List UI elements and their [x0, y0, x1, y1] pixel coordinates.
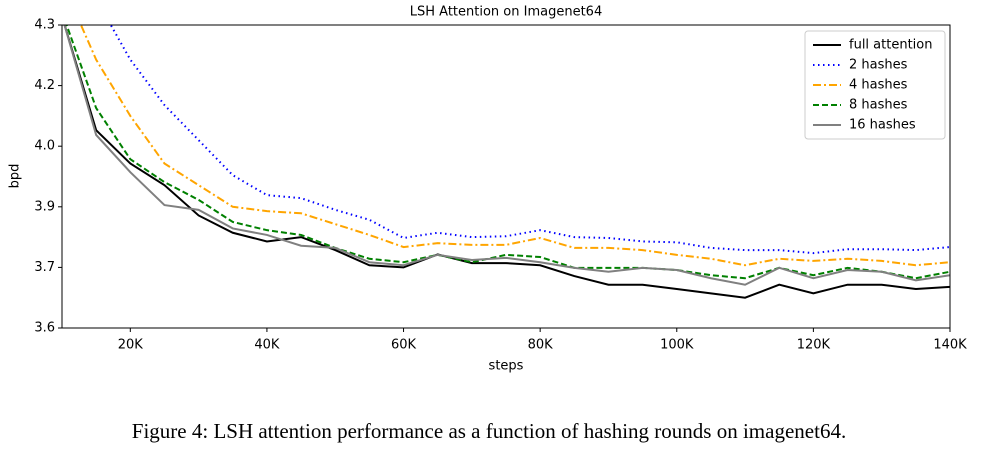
series-line: [79, 25, 950, 267]
y-tick-label: 3.9: [34, 199, 55, 214]
x-tick-label: 100K: [660, 338, 694, 353]
legend-label: full attention: [849, 38, 932, 53]
caption: Figure 4: LSH attention performance as a…: [132, 419, 846, 443]
series-line: [65, 25, 950, 280]
x-tick-label: 140K: [933, 338, 967, 353]
legend-label: 2 hashes: [849, 58, 908, 73]
plot-frame: [61, 24, 951, 329]
y-axis-label: bpd: [8, 164, 23, 189]
x-tick-label: 60K: [391, 338, 417, 353]
x-tick-label: 120K: [797, 338, 831, 353]
legend-label: 8 hashes: [849, 98, 908, 113]
x-axis-label: steps: [489, 359, 524, 374]
plot-area: [63, 25, 950, 299]
y-tick-label: 3.7: [34, 260, 55, 275]
series-line: [63, 25, 950, 299]
legend-label: 4 hashes: [849, 78, 908, 93]
chart-title: LSH Attention on Imagenet64: [410, 5, 602, 20]
series-line: [63, 25, 950, 286]
y-tick-label: 4.2: [34, 78, 55, 93]
y-tick-label: 4.0: [34, 139, 55, 154]
y-tick-label: 4.3: [34, 18, 55, 33]
legend-label: 16 hashes: [849, 118, 916, 133]
legend-box: [804, 30, 946, 140]
x-tick-label: 40K: [254, 338, 280, 353]
x-tick-label: 20K: [118, 338, 144, 353]
y-tick-label: 3.6: [34, 321, 55, 336]
series-line: [109, 25, 950, 255]
x-tick-label: 80K: [528, 338, 554, 353]
